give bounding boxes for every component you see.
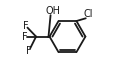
- Text: F: F: [23, 21, 29, 30]
- Text: OH: OH: [46, 6, 60, 16]
- Text: F: F: [26, 46, 32, 56]
- Text: F: F: [22, 32, 28, 42]
- Text: Cl: Cl: [84, 9, 93, 19]
